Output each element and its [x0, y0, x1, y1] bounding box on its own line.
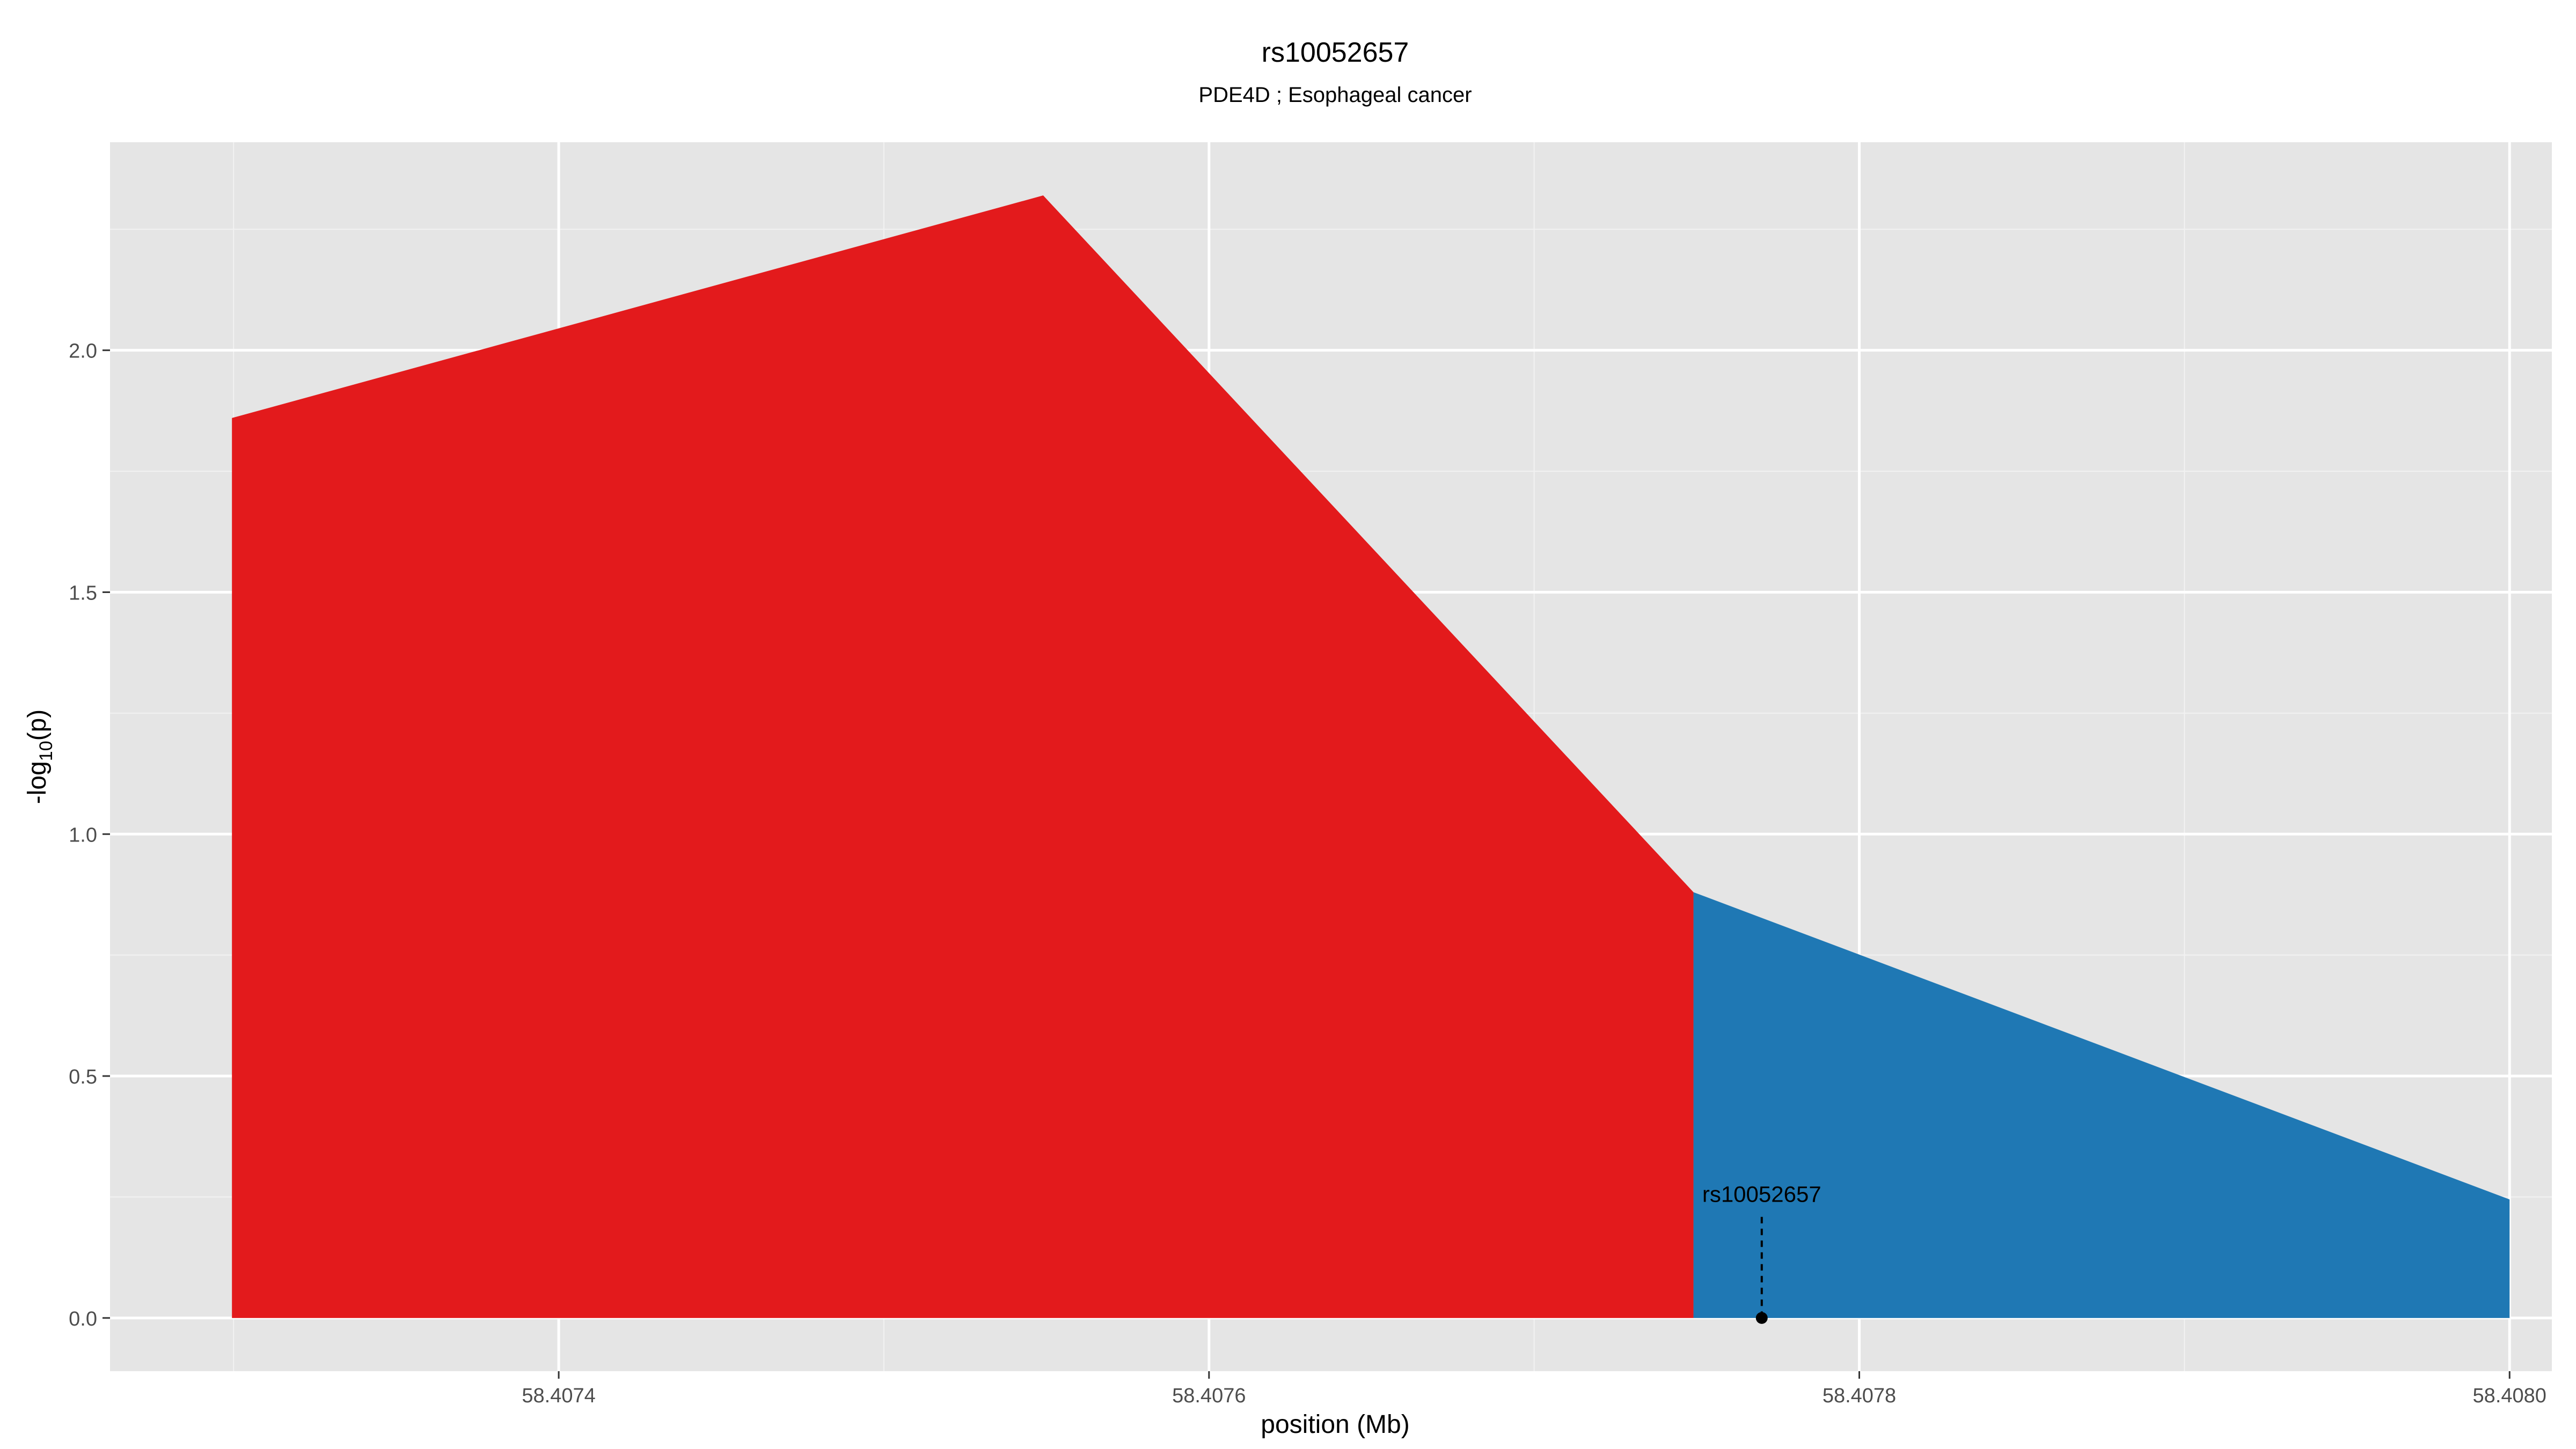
y-tick-label: 0.5 — [69, 1066, 97, 1088]
annotations: rs10052657 — [1702, 1181, 1821, 1324]
x-axis-label: position (Mb) — [1261, 1410, 1409, 1439]
y-tick-label: 1.0 — [69, 824, 97, 846]
y-tick-label: 2.0 — [69, 340, 97, 363]
x-tick-label: 58.4076 — [1172, 1385, 1246, 1407]
x-tick-label: 58.4074 — [522, 1385, 595, 1407]
series-areas — [232, 195, 2510, 1318]
y-tick-label: 1.5 — [69, 582, 97, 604]
x-tick-label: 58.4078 — [1823, 1385, 1896, 1407]
annotation-label: rs10052657 — [1702, 1181, 1821, 1206]
y-axis-label-sub: 10 — [36, 741, 56, 761]
area-series-2 — [1693, 892, 2510, 1318]
y-axis-label-suffix: (p) — [23, 709, 52, 741]
x-axis: 58.4074 58.4076 58.4078 58.4080 — [522, 1371, 2546, 1407]
x-tick-label: 58.4080 — [2473, 1385, 2546, 1407]
chart-title: rs10052657 — [1262, 37, 1409, 68]
y-tick-label: 0.0 — [69, 1308, 97, 1330]
y-axis-label: -log10(p) — [23, 709, 56, 804]
chart-subtitle: PDE4D ; Esophageal cancer — [1198, 83, 1472, 107]
annotation-point — [1755, 1312, 1768, 1324]
area-series-1 — [232, 195, 1694, 1318]
y-axis-label-prefix: -log — [23, 761, 52, 804]
y-axis: 0.0 0.5 1.0 1.5 2.0 — [69, 340, 110, 1330]
